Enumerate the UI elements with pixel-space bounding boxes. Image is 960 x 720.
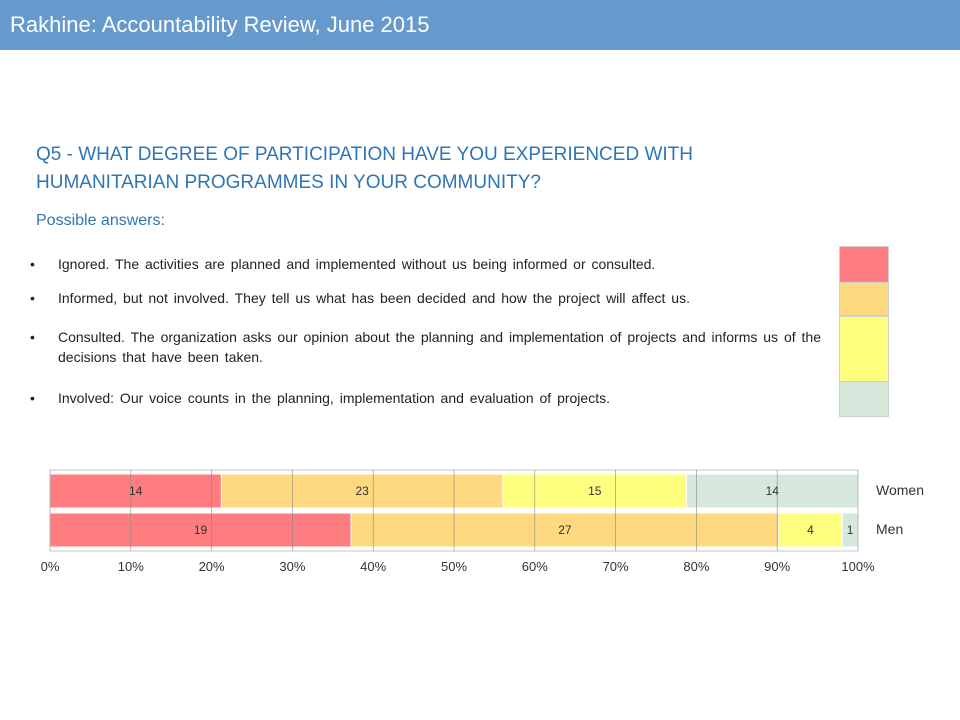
swatch-involved <box>839 381 889 417</box>
bullet: • <box>30 290 35 306</box>
question-line-1: Q5 - WHAT DEGREE OF PARTICIPATION HAVE Y… <box>36 144 693 165</box>
question-line-2: HUMANITARIAN PROGRAMMES IN YOUR COMMUNIT… <box>36 172 541 193</box>
answer-text: Informed, but not involved. They tell us… <box>58 290 690 306</box>
x-tick-label: 10% <box>118 559 144 574</box>
data-label: 14 <box>766 484 780 498</box>
category-label-women: Women <box>876 482 924 498</box>
x-tick-label: 70% <box>603 559 629 574</box>
bullet: • <box>30 329 35 345</box>
question-title: Q5 - WHAT DEGREE OF PARTICIPATION HAVE Y… <box>36 141 896 197</box>
x-tick-label: 20% <box>199 559 225 574</box>
bullet: • <box>30 256 35 272</box>
data-label: 19 <box>194 523 208 537</box>
data-label: 4 <box>807 523 814 537</box>
data-label: 27 <box>558 523 572 537</box>
bar-women-segment <box>686 473 859 509</box>
answer-text: Consulted. The organization asks our opi… <box>58 329 821 365</box>
possible-answers-label: Possible answers: <box>36 212 165 229</box>
x-tick-label: 40% <box>360 559 386 574</box>
header-bar: Rakhine: Accountability Review, June 201… <box>0 0 960 50</box>
data-label: 23 <box>356 484 370 498</box>
bar-men-segment <box>778 512 843 548</box>
bar-women-segment <box>49 473 222 509</box>
page-title: Rakhine: Accountability Review, June 201… <box>10 12 430 37</box>
participation-stacked-bar-chart: 14 23 15 14 Women 19 27 4 1 Men 0% 10% 20% 30% 40% 50% 6… <box>41 469 924 574</box>
category-label-men: Men <box>876 521 903 537</box>
x-tick-label: 80% <box>683 559 709 574</box>
x-tick-label: 90% <box>764 559 790 574</box>
x-tick-label: 50% <box>441 559 467 574</box>
swatch-consulted <box>839 316 889 382</box>
data-label: 15 <box>588 484 602 498</box>
data-label: 1 <box>847 523 854 537</box>
x-tick-label: 0% <box>41 559 60 574</box>
x-tick-label: 30% <box>279 559 305 574</box>
answer-text: Ignored. The activities are planned and … <box>58 256 656 272</box>
swatch-ignored <box>839 246 889 283</box>
x-tick-label: 100% <box>841 559 875 574</box>
data-label: 14 <box>129 484 143 498</box>
x-tick-label: 60% <box>522 559 548 574</box>
bullet: • <box>30 390 35 406</box>
swatch-informed <box>839 282 889 316</box>
answer-text: Involved: Our voice counts in the planni… <box>58 390 610 406</box>
